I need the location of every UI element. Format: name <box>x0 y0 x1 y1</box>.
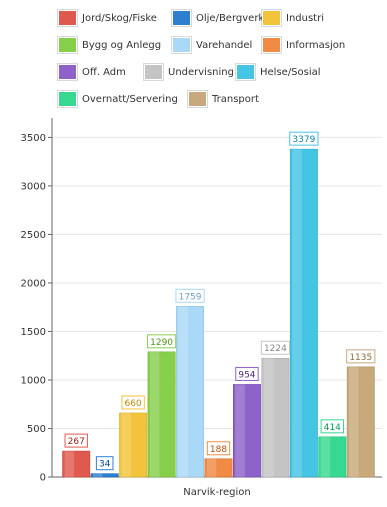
legend-label: Transport <box>212 93 259 105</box>
legend-label: Off. Adm <box>82 66 126 78</box>
y-tick-label: 2500 <box>21 230 46 241</box>
legend-item: Undervisning <box>144 64 234 80</box>
data-label-box <box>121 395 145 410</box>
y-tick-label: 1000 <box>21 375 46 386</box>
legend-item: Varehandel <box>172 37 252 53</box>
data-label: 954 <box>238 370 255 380</box>
legend-swatch <box>262 10 281 26</box>
legend-label: Bygg og Anlegg <box>82 39 162 51</box>
data-label-box <box>206 441 231 456</box>
legend-item: Bygg og Anlegg <box>58 37 161 53</box>
legend-item: Informasjon <box>262 37 345 53</box>
y-tick-label: 3500 <box>21 133 46 144</box>
legend-label: Informasjon <box>286 39 346 51</box>
data-label-box <box>146 334 177 349</box>
data-label-box <box>320 419 345 434</box>
legend-label: Olje/Bergverk <box>196 12 265 24</box>
legend-label: Varehandel <box>196 39 253 51</box>
legend-item: Overnatt/Servering <box>58 91 178 107</box>
legend-item: Olje/Bergverk <box>172 10 264 26</box>
bar-overnatt-servering <box>318 436 347 478</box>
data-label-box <box>175 288 205 303</box>
legend-swatch <box>58 64 77 80</box>
data-label: 3379 <box>292 135 315 145</box>
legend-label: Overnatt/Servering <box>82 93 178 105</box>
bar-highlight <box>320 436 331 477</box>
y-tick-label: 2000 <box>21 278 46 289</box>
bar-bygg-og-anlegg <box>147 351 176 478</box>
data-labels: 267 34 660 1290 1759 188 954 1224 3379 414 1135 <box>64 131 376 471</box>
data-label: 1759 <box>179 292 202 302</box>
bar-industri <box>119 412 148 478</box>
data-label-box <box>64 433 88 448</box>
bar-highlight <box>64 451 75 477</box>
bar-highlight <box>349 366 359 477</box>
bar-highlight <box>178 306 188 477</box>
data-label: 660 <box>125 399 142 409</box>
legend-label: Helse/Sosial <box>260 66 321 78</box>
data-label: 414 <box>324 423 341 433</box>
legend: Jord/Skog/Fiske Olje/Bergverk Industri Bygg… <box>0 0 387 120</box>
y-tick-label: 1500 <box>21 327 46 338</box>
legend-swatch <box>172 37 191 53</box>
legend-swatch <box>58 10 77 26</box>
legend-swatch <box>58 37 77 53</box>
data-label: 188 <box>210 445 227 455</box>
legend-swatch <box>172 10 191 26</box>
data-label: 267 <box>68 437 85 447</box>
legend-label: Undervisning <box>168 66 234 78</box>
grid <box>52 136 382 429</box>
bar-highlight <box>121 412 132 477</box>
bar-jord-skog-fiske <box>62 450 91 478</box>
bar-highlight <box>93 473 103 477</box>
bar-highlight <box>292 149 302 477</box>
bar-highlight <box>263 358 274 477</box>
data-label: 1224 <box>264 344 287 354</box>
data-label: 34 <box>99 460 111 470</box>
bar-varehandel <box>176 306 205 478</box>
legend-swatch <box>144 64 163 80</box>
y-tick-label: 3000 <box>21 181 46 192</box>
bar-highlight <box>149 351 160 477</box>
bar-informasjon <box>204 458 233 478</box>
legend-item: Transport <box>188 91 259 107</box>
bar-off-adm <box>233 384 261 478</box>
bar-olje-bergverk <box>90 473 119 478</box>
bar-highlight <box>235 384 245 477</box>
legend-item: Helse/Sosial <box>236 64 321 80</box>
legend-swatch <box>188 91 207 107</box>
legend-swatch <box>58 91 77 107</box>
data-label-box <box>289 131 319 146</box>
data-label-box <box>260 340 291 355</box>
y-tick-label: 0 <box>40 473 46 484</box>
bar-highlight <box>206 458 217 477</box>
legend-item: Jord/Skog/Fiske <box>58 10 157 26</box>
data-label: 1135 <box>349 353 372 363</box>
y-tick-label: 500 <box>27 424 46 435</box>
legend-item: Off. Adm <box>58 64 126 80</box>
data-label: 1290 <box>150 338 173 348</box>
data-label-box <box>95 456 114 471</box>
data-label-box <box>235 366 259 381</box>
legend-item: Industri <box>262 10 324 26</box>
bar-undervisning <box>261 357 290 478</box>
legend-label: Industri <box>286 12 324 24</box>
legend-label: Jord/Skog/Fiske <box>82 12 157 24</box>
bars <box>62 148 375 478</box>
data-label-box <box>346 349 376 364</box>
bar-helse-sosial <box>289 148 318 478</box>
legend-swatch <box>236 64 255 80</box>
legend-swatch <box>262 37 281 53</box>
bar-transport <box>346 366 375 478</box>
x-category-label: Narvik-region <box>183 487 250 498</box>
